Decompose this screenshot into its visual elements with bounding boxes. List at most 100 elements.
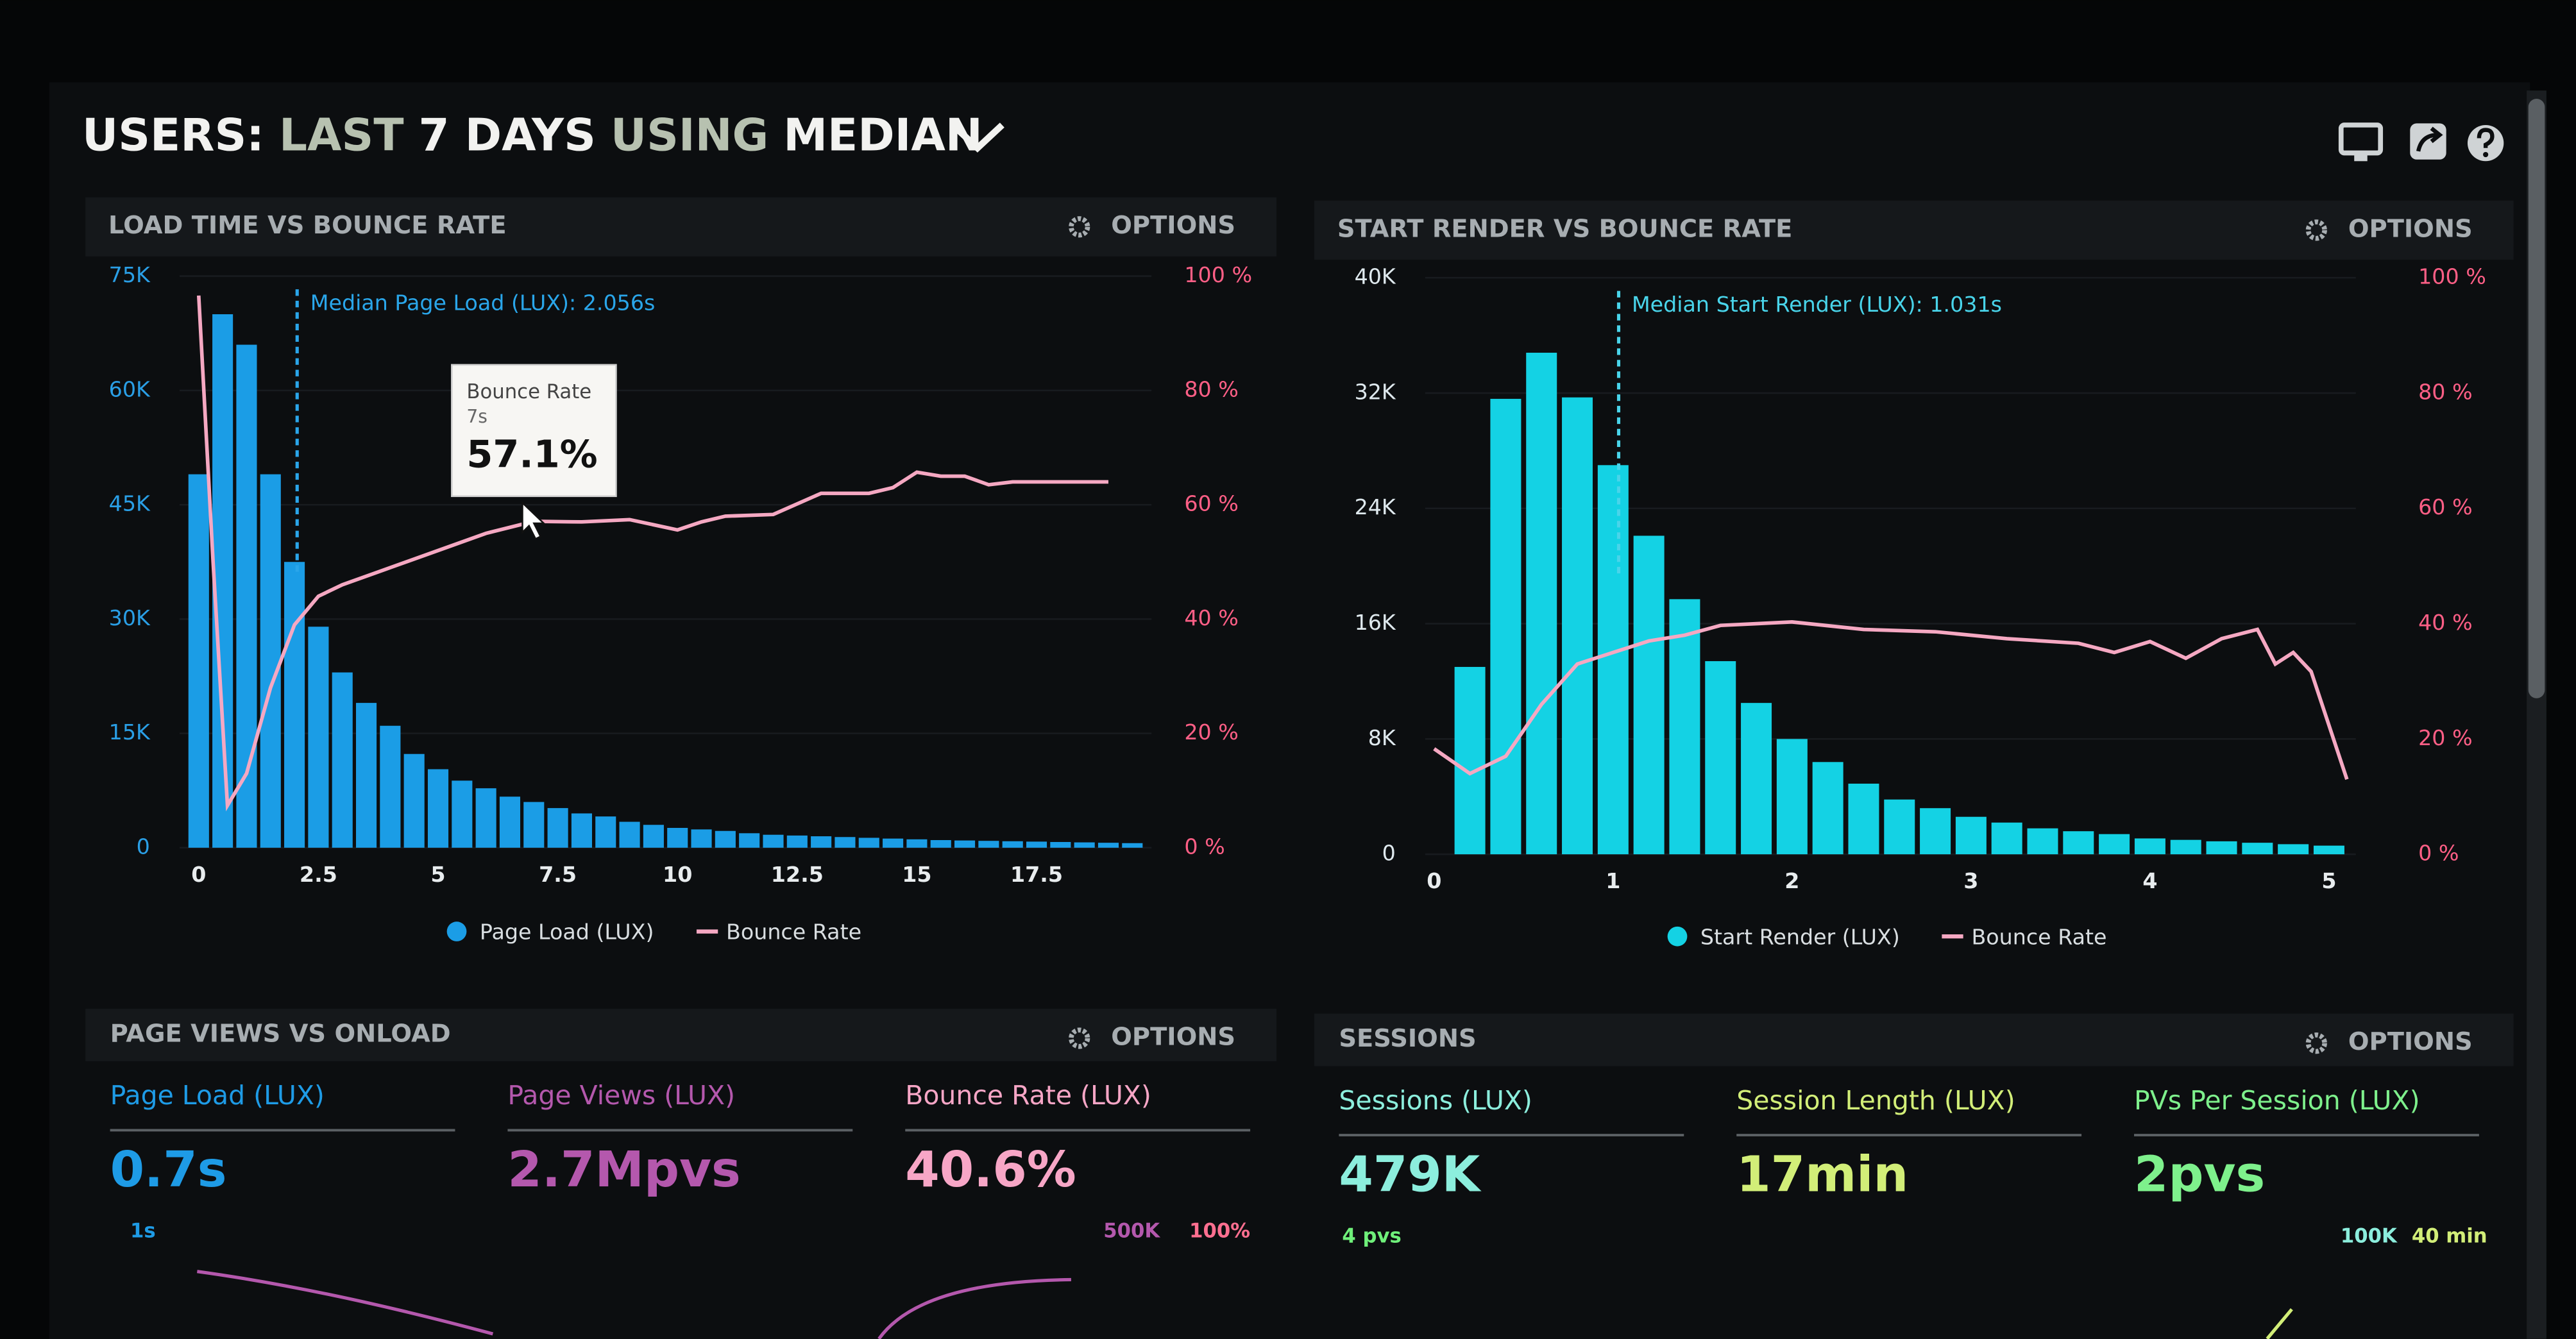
bar xyxy=(499,796,521,848)
bar xyxy=(1597,465,1629,855)
metric-value: 0.7s xyxy=(110,1141,227,1199)
bar xyxy=(547,808,568,848)
bar xyxy=(403,754,425,848)
bounce-rate-line xyxy=(1433,620,2349,780)
legend-label[interactable]: Bounce Rate xyxy=(1971,924,2106,949)
bar xyxy=(2206,841,2237,855)
legend-label[interactable]: Bounce Rate xyxy=(726,920,861,945)
y-tick-label: 75K xyxy=(109,262,151,287)
bar xyxy=(260,474,281,848)
x-tick-label: 1 xyxy=(1606,868,1620,893)
y-tick-label: 30K xyxy=(109,605,151,630)
bar xyxy=(188,474,209,848)
bar xyxy=(1705,661,1736,855)
bar xyxy=(2063,831,2094,855)
chart-title: START RENDER VS BOUNCE RATE xyxy=(1337,214,1793,243)
metric-value: 17min xyxy=(1736,1147,1908,1204)
title-part: LAST xyxy=(279,110,404,161)
axis-label: 100K xyxy=(2341,1224,2398,1247)
x-tick-label: 3 xyxy=(1963,868,1978,893)
chart-title: LOAD TIME VS BOUNCE RATE xyxy=(108,211,507,240)
metric-value: 2.7Mpvs xyxy=(507,1141,740,1199)
x-tick-label: 0 xyxy=(191,862,206,887)
options-button[interactable]: OPTIONS xyxy=(1111,1022,1235,1051)
bar xyxy=(643,825,664,848)
panel-title: SESSIONS xyxy=(1339,1024,1476,1053)
tooltip-subtitle: 7s xyxy=(466,406,487,427)
y-tick-label: 40K xyxy=(1355,264,1396,289)
y2-tick-label: 60 % xyxy=(1184,491,1239,516)
y2-tick-label: 0 % xyxy=(2418,841,2459,866)
bar xyxy=(1050,841,1071,848)
y2-tick-label: 20 % xyxy=(1184,720,1239,745)
bar xyxy=(619,821,640,848)
bar xyxy=(332,672,353,848)
cursor xyxy=(521,501,546,541)
legend-label[interactable]: Start Render (LUX) xyxy=(1700,924,1900,949)
gear-icon xyxy=(1069,216,1090,238)
y-tick-label: 60K xyxy=(109,376,151,401)
bar xyxy=(1002,841,1023,848)
axis-label: 4 pvs xyxy=(1342,1224,1401,1247)
bar xyxy=(1776,739,1808,855)
metric-label: Page Views (LUX) xyxy=(507,1080,735,1111)
bar xyxy=(475,788,496,848)
tooltip-box xyxy=(451,364,617,498)
bar xyxy=(2278,844,2309,855)
metric-value: 2pvs xyxy=(2134,1147,2265,1204)
options-button[interactable]: OPTIONS xyxy=(2348,1027,2473,1056)
axis-label: 500K xyxy=(1103,1220,1160,1243)
scrollbar-thumb[interactable] xyxy=(2528,98,2545,698)
options-button[interactable]: OPTIONS xyxy=(1111,211,1235,240)
bar xyxy=(595,816,616,848)
y2-tick-label: 60 % xyxy=(2418,494,2473,519)
panel-header xyxy=(1314,1013,2514,1066)
bar xyxy=(858,838,879,848)
metric-label: Page Load (LUX) xyxy=(110,1080,325,1111)
y-tick-label: 16K xyxy=(1355,610,1396,635)
share-icon[interactable] xyxy=(2410,123,2446,160)
bar xyxy=(2134,838,2165,855)
x-tick-label: 15 xyxy=(902,862,931,887)
title-part: 7 DAYS xyxy=(419,110,596,161)
x-tick-label: 7.5 xyxy=(539,862,577,887)
metric-label: Sessions (LUX) xyxy=(1339,1085,1532,1116)
tooltip-value: 57.1% xyxy=(466,432,597,476)
y-tick-label: 0 xyxy=(1382,841,1396,866)
x-tick-label: 0 xyxy=(1427,868,1441,893)
title-part: USERS: xyxy=(82,110,264,161)
bar xyxy=(835,837,856,848)
dropdown-chevron[interactable] xyxy=(951,122,1004,153)
y-tick-label: 24K xyxy=(1355,494,1396,519)
x-tick-label: 17.5 xyxy=(1010,862,1063,887)
monitor-icon[interactable] xyxy=(2338,122,2384,162)
panel-header xyxy=(85,197,1277,257)
x-tick-label: 12.5 xyxy=(771,862,824,887)
sparkline-decoration xyxy=(877,1277,1071,1339)
help-icon[interactable] xyxy=(2467,124,2504,162)
legend-swatch xyxy=(446,922,467,941)
tooltip-title: Bounce Rate xyxy=(466,380,591,403)
y2-tick-label: 20 % xyxy=(2418,725,2473,750)
axis-label: 40 min xyxy=(2412,1224,2487,1247)
bar xyxy=(2099,834,2130,855)
bar xyxy=(2170,839,2201,855)
bar xyxy=(906,839,928,848)
x-tick-label: 10 xyxy=(663,862,692,887)
options-button[interactable]: OPTIONS xyxy=(2348,214,2473,243)
bar xyxy=(1454,666,1486,855)
bar xyxy=(571,813,592,848)
median-label: Median Page Load (LUX): 2.056s xyxy=(310,291,656,316)
metric-value: 40.6% xyxy=(905,1141,1076,1199)
sparkline-decoration xyxy=(196,1270,494,1336)
legend-label[interactable]: Page Load (LUX) xyxy=(480,920,654,945)
x-tick-label: 4 xyxy=(2142,868,2157,893)
bar xyxy=(427,769,449,848)
metric-value: 479K xyxy=(1339,1147,1481,1204)
y2-tick-label: 0 % xyxy=(1184,834,1224,859)
gear-icon xyxy=(1069,1027,1090,1049)
bar xyxy=(691,829,712,848)
bar xyxy=(236,344,257,848)
